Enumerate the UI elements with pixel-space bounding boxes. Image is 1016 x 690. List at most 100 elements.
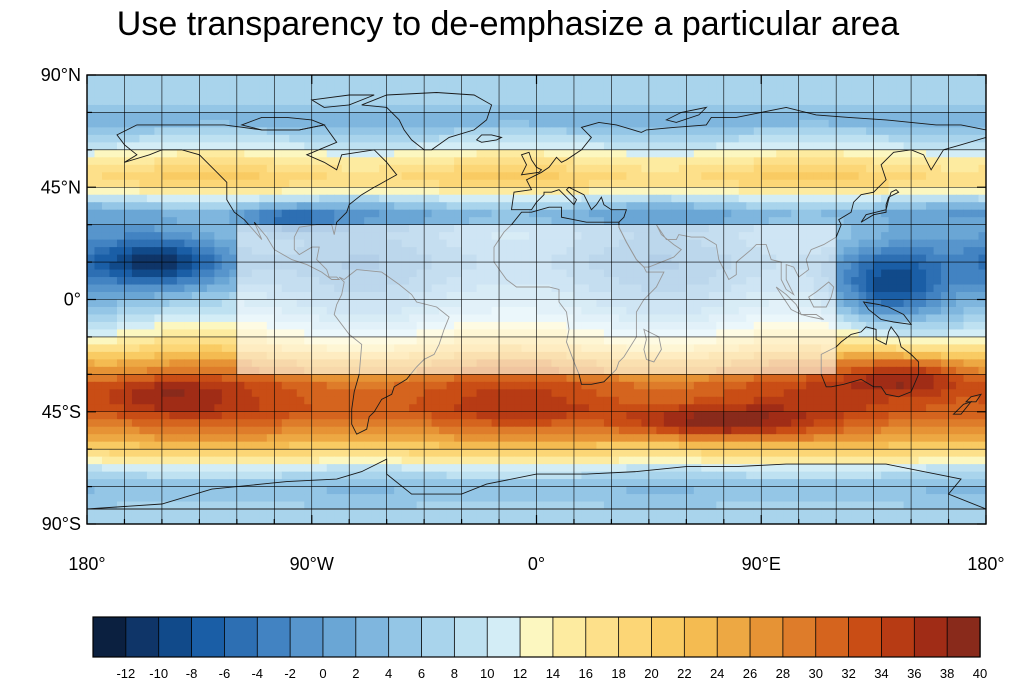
field-cell — [821, 134, 830, 143]
field-cell — [311, 187, 320, 196]
field-cell — [821, 157, 830, 166]
field-cell — [94, 97, 103, 106]
field-cell — [956, 202, 965, 211]
field-cell — [813, 127, 822, 136]
field-cell — [956, 232, 965, 241]
field-cell — [341, 134, 350, 143]
field-cell — [761, 187, 770, 196]
field-cell — [581, 119, 590, 128]
field-cell — [978, 224, 986, 233]
field-cell — [873, 157, 882, 166]
field-cell — [461, 209, 470, 218]
field-cell — [139, 127, 148, 136]
field-cell — [873, 217, 882, 226]
field-cell — [536, 134, 545, 143]
field-cell — [139, 217, 148, 226]
field-cell — [633, 149, 642, 158]
field-cell — [236, 104, 245, 114]
field-cell — [229, 299, 238, 308]
field-cell — [641, 194, 650, 203]
field-cell — [588, 194, 598, 203]
field-cell — [289, 97, 298, 106]
field-cell — [768, 209, 777, 218]
field-cell — [858, 262, 867, 271]
field-cell — [948, 157, 957, 166]
field-cell — [199, 374, 208, 383]
field-cell — [484, 104, 493, 114]
field-cell — [866, 82, 875, 91]
field-cell — [124, 224, 133, 233]
field-cell — [394, 104, 403, 114]
field-cell — [573, 134, 583, 143]
field-cell — [176, 306, 185, 316]
field-cell — [514, 194, 523, 203]
field-cell — [903, 336, 912, 345]
field-cell — [169, 75, 178, 84]
field-cell — [124, 336, 133, 345]
field-cell — [386, 104, 395, 114]
field-cell — [701, 97, 710, 106]
field-cell — [244, 164, 253, 173]
field-cell — [394, 381, 403, 390]
field-cell — [558, 217, 568, 226]
field-cell — [154, 142, 163, 151]
field-cell — [791, 82, 800, 91]
field-cell — [941, 164, 950, 173]
field-cell — [881, 262, 890, 271]
field-cell — [648, 374, 657, 383]
field-cell — [926, 172, 935, 181]
field-cell — [206, 194, 215, 203]
field-cell — [251, 202, 260, 211]
field-cell — [836, 262, 845, 271]
field-cell — [251, 127, 260, 136]
field-cell — [154, 97, 163, 106]
field-cell — [678, 75, 687, 84]
field-cell — [888, 336, 897, 345]
field-cell — [656, 374, 665, 383]
field-cell — [633, 194, 642, 203]
field-cell — [603, 104, 613, 114]
field-cell — [87, 321, 96, 331]
field-cell — [798, 187, 807, 196]
field-cell — [184, 164, 193, 173]
field-cell — [199, 329, 208, 338]
field-cell — [836, 284, 845, 293]
field-cell — [446, 209, 455, 218]
field-cell — [618, 374, 627, 383]
field-cell — [116, 247, 126, 256]
field-cell — [124, 194, 133, 203]
field-cell — [776, 217, 785, 226]
field-cell — [109, 127, 118, 136]
field-cell — [191, 157, 200, 166]
field-cell — [783, 89, 792, 99]
field-cell — [896, 351, 905, 360]
field-cell — [618, 381, 627, 390]
field-cell — [169, 292, 178, 301]
field-cell — [858, 277, 867, 286]
field-cell — [918, 366, 927, 375]
field-cell — [514, 142, 523, 151]
field-cell — [671, 149, 680, 158]
field-cell — [229, 336, 238, 345]
field-cell — [701, 172, 710, 181]
field-cell — [603, 179, 613, 188]
field-cell — [746, 194, 755, 203]
field-cell — [963, 217, 972, 226]
field-cell — [131, 202, 141, 211]
field-cell — [693, 374, 702, 383]
field-cell — [701, 134, 710, 143]
field-cell — [409, 104, 418, 114]
field-cell — [131, 336, 141, 345]
field-cell — [101, 284, 111, 293]
field-cell — [386, 97, 395, 106]
field-cell — [184, 75, 193, 84]
field-cell — [753, 119, 762, 128]
field-cell — [371, 187, 380, 196]
field-cell — [319, 172, 328, 181]
field-cell — [956, 149, 965, 158]
field-cell — [169, 194, 178, 203]
field-cell — [896, 224, 905, 233]
field-cell — [221, 119, 230, 128]
field-cell — [206, 119, 215, 128]
field-cell — [978, 351, 986, 360]
